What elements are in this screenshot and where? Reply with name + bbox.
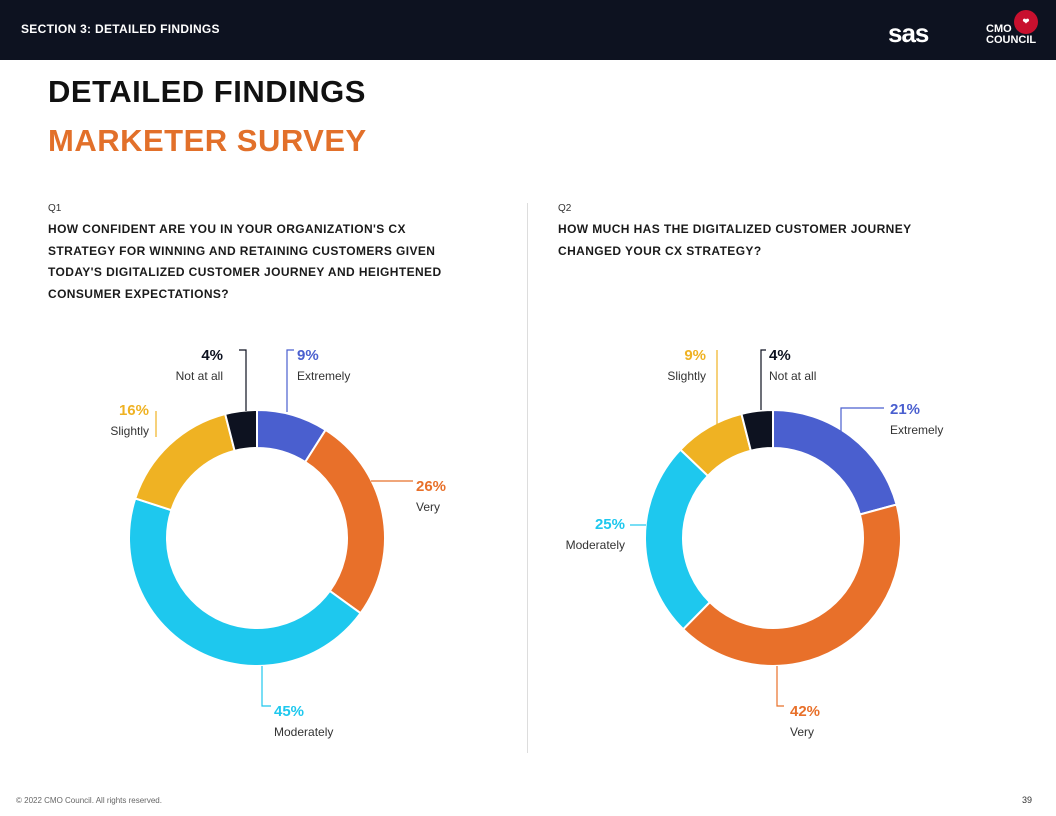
q2-slice-very	[681, 503, 902, 667]
q1-slice-very	[303, 428, 386, 615]
q1-label-not-at-all: Not at all	[176, 369, 223, 383]
q1-question-line: HOW CONFIDENT ARE YOU IN YOUR ORGANIZATI…	[48, 222, 406, 236]
q1-slice-moderately	[128, 497, 362, 667]
q2-label-extremely: Extremely	[890, 423, 943, 437]
q1-question: HOW CONFIDENT ARE YOU IN YOUR ORGANIZATI…	[48, 219, 442, 305]
q2-label-very: Very	[790, 725, 814, 739]
q2-pct-slightly: 9%	[684, 347, 706, 364]
cmo-logo-line2: COUNCIL	[986, 34, 1037, 46]
q2-pct-not-at-all: 4%	[769, 347, 791, 364]
page-number: 39	[1022, 795, 1033, 805]
q2-question-line: CHANGED YOUR CX STRATEGY?	[558, 243, 762, 258]
q2-pct-moderately: 25%	[595, 516, 625, 533]
q2-pct-extremely: 21%	[890, 401, 920, 418]
column-divider	[527, 203, 528, 753]
q1-label-very: Very	[416, 500, 440, 514]
q1-question-line: STRATEGY FOR WINNING AND RETAINING CUSTO…	[48, 243, 436, 258]
q1-label-slightly: Slightly	[110, 424, 149, 438]
q1-slice-slightly	[134, 412, 236, 512]
q1-pct-not-at-all: 4%	[201, 347, 223, 364]
q2-label-slightly: Slightly	[667, 369, 706, 383]
page-subtitle: MARKETER SURVEY	[48, 123, 367, 158]
q1-number: Q1	[48, 203, 62, 214]
q1-leader-extremely	[286, 349, 294, 412]
q2-question: HOW MUCH HAS THE DIGITALIZED CUSTOMER JO…	[558, 219, 912, 262]
q2-donut-chart: 21% Extremely 42% Very 25% Moderately 9% Slight…	[566, 347, 944, 739]
cmo-council-logo: CMO COUNCIL	[986, 24, 1036, 46]
q2-leader-not-at-all	[760, 349, 766, 410]
q2-label-not-at-all: Not at all	[769, 369, 816, 383]
q1-label-moderately: Moderately	[274, 725, 333, 739]
sas-logo: sas	[888, 18, 929, 48]
q1-leader-moderately	[261, 666, 271, 707]
copyright-text: © 2022 CMO Council. All rights reserved.	[16, 796, 162, 805]
q1-leader-not-at-all	[239, 349, 247, 411]
q1-pct-extremely: 9%	[297, 347, 319, 364]
section-label: SECTION 3: DETAILED FINDINGS	[21, 22, 220, 36]
q1-pct-slightly: 16%	[119, 402, 149, 419]
page-title: DETAILED FINDINGS	[48, 74, 366, 109]
q1-label-extremely: Extremely	[297, 369, 350, 383]
cmo-council-logo-mark: ❤	[1014, 10, 1038, 34]
cmo-logo-line1: CMO	[986, 23, 1012, 35]
header-bar: SECTION 3: DETAILED FINDINGS sas ❤ CMO C…	[0, 0, 1056, 60]
q2-slice-not-at-all	[740, 408, 774, 452]
q2-slice-moderately	[644, 448, 712, 631]
q2-slice-extremely	[772, 408, 898, 516]
q1-pct-moderately: 45%	[274, 703, 304, 720]
q2-label-moderately: Moderately	[566, 538, 625, 552]
q1-donut-chart: 9% Extremely 26% Very 45% Moderately 16% Slight…	[110, 347, 446, 739]
q2-leader-extremely	[840, 407, 884, 432]
q2-leader-very	[776, 666, 784, 707]
q1-question-line: CONSUMER EXPECTATIONS?	[48, 286, 230, 301]
q1-question-line: TODAY'S DIGITALIZED CUSTOMER JOURNEY AND…	[48, 265, 442, 279]
q2-pct-very: 42%	[790, 703, 820, 720]
q2-question-line: HOW MUCH HAS THE DIGITALIZED CUSTOMER JO…	[558, 222, 912, 236]
q1-pct-very: 26%	[416, 478, 446, 495]
q1-slice-not-at-all	[223, 408, 258, 453]
q2-number: Q2	[558, 203, 572, 214]
